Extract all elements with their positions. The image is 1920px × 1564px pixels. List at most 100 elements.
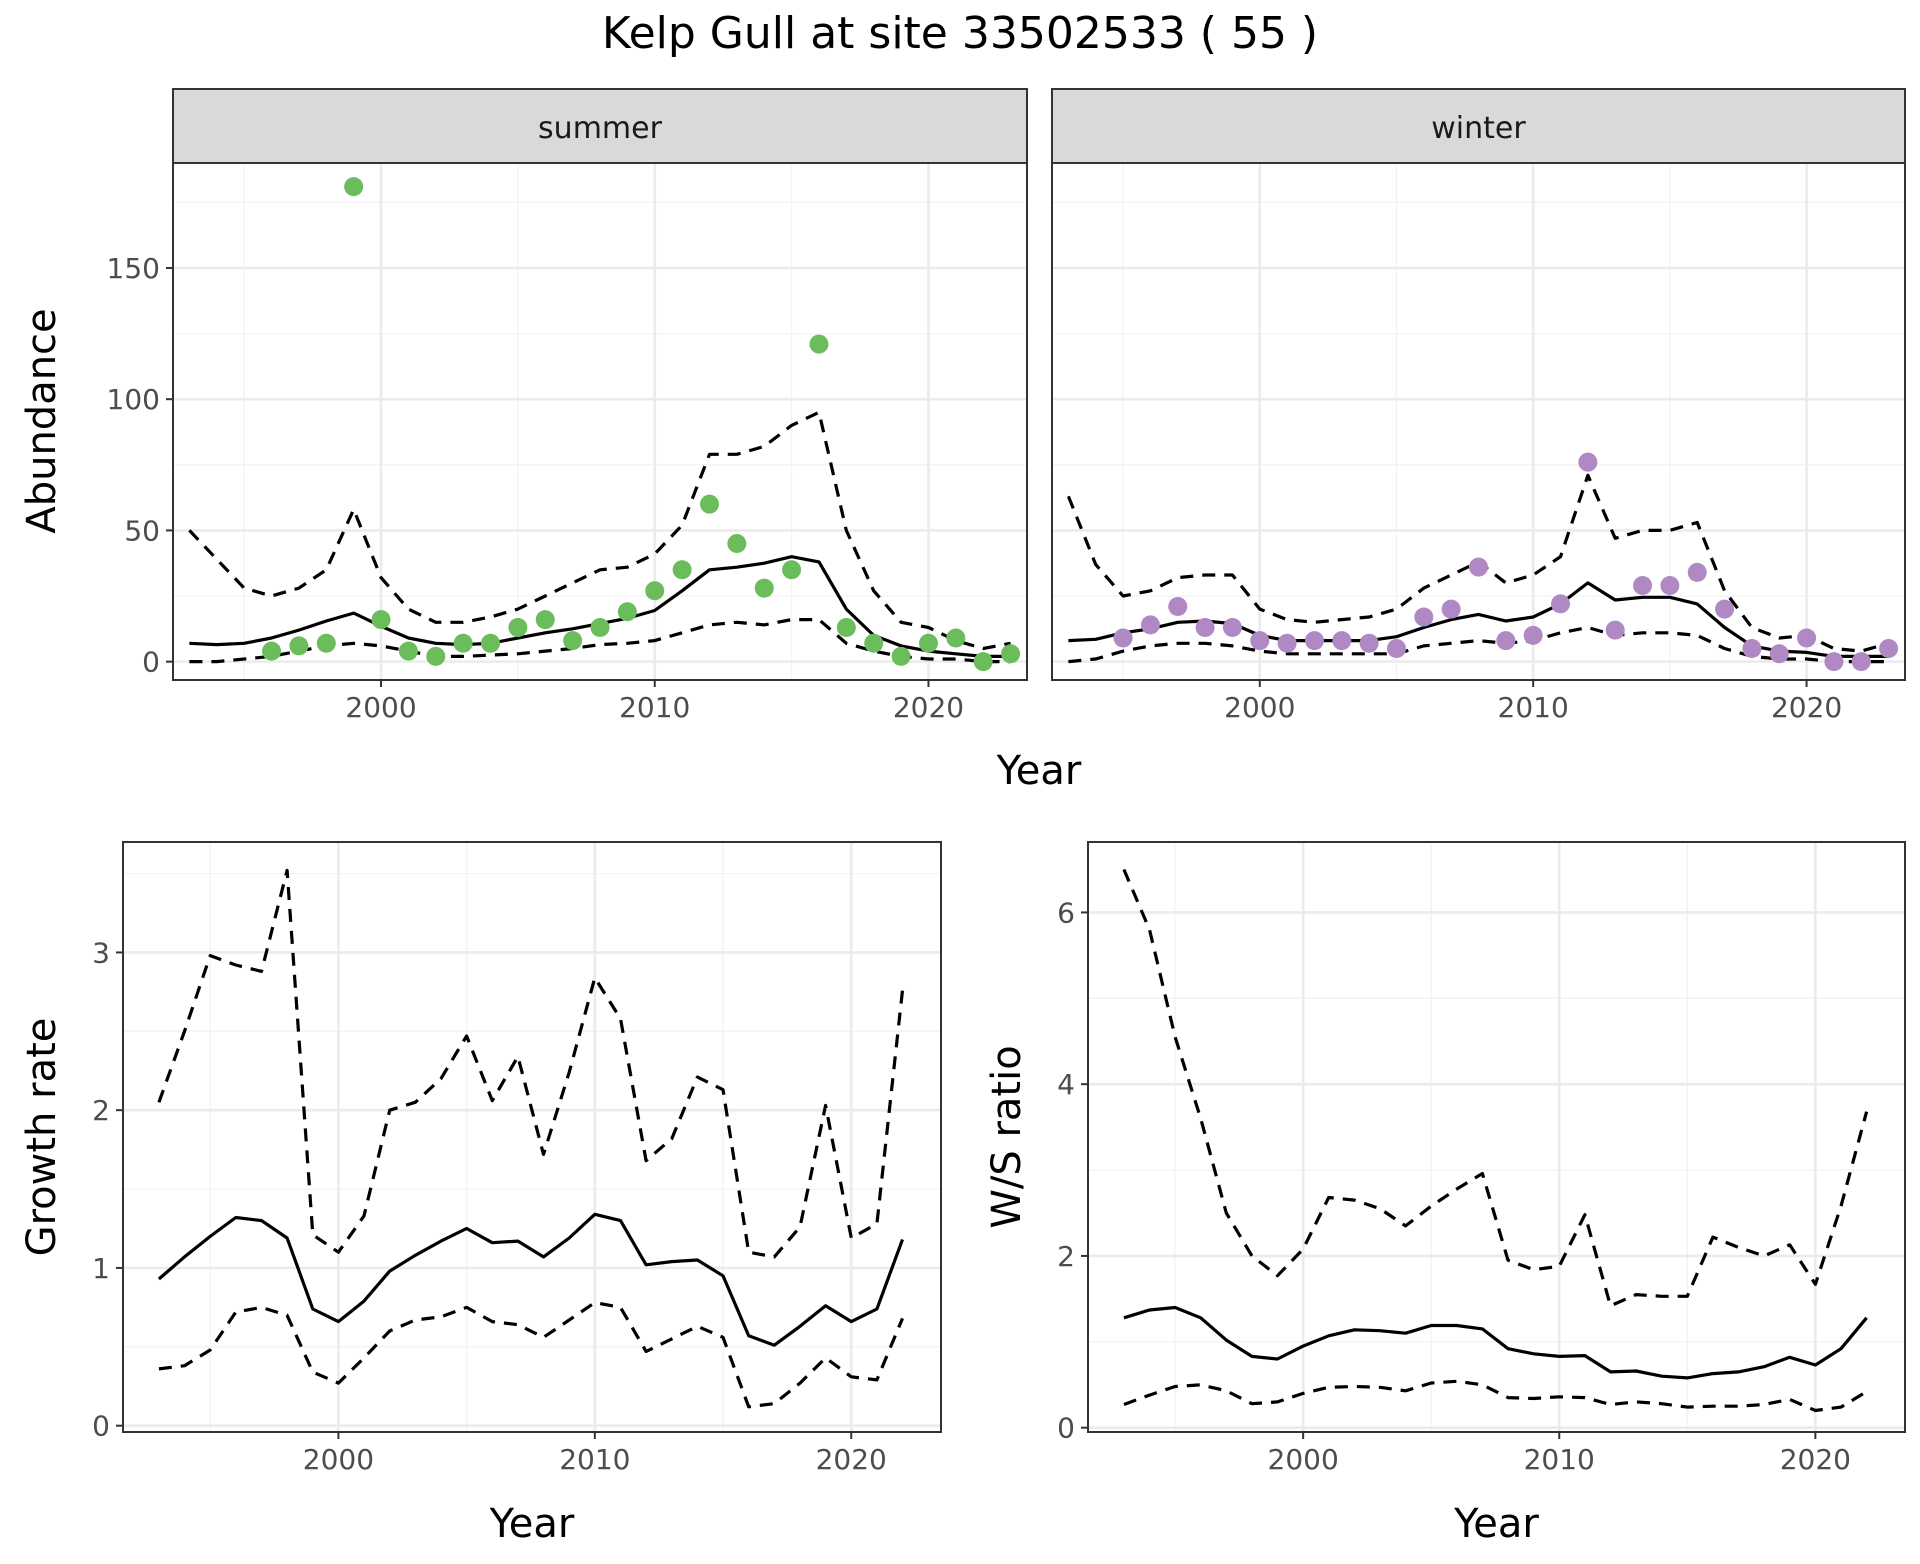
panel-border (172, 162, 1028, 681)
y-tick-label: 100 (107, 383, 160, 416)
facet-winter: winter 2000 2010 2020 (1051, 88, 1906, 724)
estimate-line (157, 1212, 905, 1347)
data-point (699, 494, 719, 514)
abundance-chart: summer 2000 2010 2020 0 50 100 150 winter 2000 201… (19, 88, 1906, 794)
data-point (535, 610, 555, 630)
y-tick-label: 4 (1057, 1068, 1075, 1101)
x-axis-title: Year (1453, 1501, 1539, 1547)
y-axis-title: W/S ratio (984, 1045, 1030, 1228)
data-point (344, 177, 364, 197)
data-point (836, 618, 856, 638)
data-point (1359, 633, 1379, 653)
y-tick-label: 1 (92, 1252, 110, 1285)
data-point (864, 633, 884, 653)
data-point (1660, 576, 1680, 596)
data-point (453, 633, 473, 653)
data-point (1414, 607, 1434, 627)
data-point (1851, 652, 1871, 672)
data-point (1140, 615, 1160, 635)
x-tick-label: 2020 (893, 691, 964, 724)
data-point (289, 636, 309, 656)
lower-line (158, 1301, 904, 1409)
y-axis-title: Growth rate (19, 1018, 65, 1257)
data-point (1001, 644, 1021, 664)
data-point (1824, 652, 1844, 672)
facet-strip-label: summer (538, 111, 663, 146)
data-point (1250, 631, 1270, 651)
data-point (754, 578, 774, 598)
data-point (1332, 631, 1352, 651)
data-point (1687, 562, 1707, 582)
data-point (426, 646, 446, 666)
ws-ratio-chart: 2000 2010 2020 0 2 4 6 Year W/S ratio (984, 841, 1906, 1547)
data-point (563, 631, 583, 651)
data-point (617, 602, 637, 622)
y-axis-title: Abundance (19, 308, 65, 533)
y-tick-label: 150 (107, 252, 160, 285)
data-point (1797, 628, 1817, 648)
data-point (1715, 599, 1735, 619)
data-point (1277, 633, 1297, 653)
y-tick-label: 2 (92, 1094, 110, 1127)
data-point (1523, 625, 1543, 645)
data-point (1496, 631, 1516, 651)
data-point (1469, 557, 1488, 577)
x-tick-label: 2020 (1771, 691, 1842, 724)
estimate-line (1123, 1305, 1868, 1380)
y-tick-label: 2 (1057, 1240, 1075, 1273)
facet-strip (1051, 88, 1906, 164)
data-point (1113, 628, 1133, 648)
data-point (946, 628, 966, 648)
data-point (1578, 452, 1598, 472)
x-tick-label: 2010 (619, 691, 690, 724)
upper-bound-line (188, 410, 1011, 651)
upper-line (1122, 868, 1869, 1308)
panel-border (1087, 841, 1906, 1433)
x-tick-label: 2000 (1268, 1443, 1339, 1476)
data-point (1769, 644, 1789, 664)
y-tick-label: 0 (142, 646, 160, 679)
data-point (508, 618, 528, 638)
y-tick-label: 0 (92, 1410, 110, 1443)
data-point (1195, 618, 1215, 638)
x-tick-label: 2000 (345, 691, 416, 724)
data-point (1742, 639, 1762, 659)
data-point (1605, 620, 1625, 640)
x-tick-label: 2020 (816, 1443, 887, 1476)
data-point (262, 641, 282, 661)
data-point (316, 633, 336, 653)
x-axis-title: Year (489, 1501, 575, 1547)
data-point (590, 618, 610, 638)
data-point (891, 646, 911, 666)
y-tick-label: 50 (124, 514, 160, 547)
x-tick-label: 2000 (1224, 691, 1295, 724)
data-point (1168, 597, 1188, 617)
x-tick-label: 2020 (1780, 1443, 1851, 1476)
panel-border (122, 841, 942, 1433)
data-point (727, 534, 747, 554)
x-axis-title: Year (996, 748, 1082, 794)
panel-border (1051, 162, 1906, 681)
data-point (1304, 631, 1324, 651)
growth-rate-chart: 2000 2010 2020 0 1 2 3 Year Growth rate (19, 841, 942, 1547)
x-tick-label: 2010 (1524, 1443, 1595, 1476)
facet-strip (172, 88, 1028, 164)
data-point (1441, 599, 1461, 619)
data-point (371, 610, 391, 630)
data-point (645, 581, 665, 601)
data-point (1551, 594, 1571, 614)
facet-strip-label: winter (1431, 111, 1526, 146)
data-point (481, 633, 501, 653)
x-tick-label: 2010 (559, 1443, 630, 1476)
data-point (398, 641, 418, 661)
data-point (809, 334, 829, 354)
y-tick-label: 0 (1057, 1412, 1075, 1445)
x-tick-label: 2010 (1498, 691, 1569, 724)
data-point (1879, 639, 1899, 659)
data-point (672, 560, 692, 580)
upper-line (157, 868, 905, 1259)
data-point (1633, 576, 1653, 596)
x-tick-label: 2000 (303, 1443, 374, 1476)
